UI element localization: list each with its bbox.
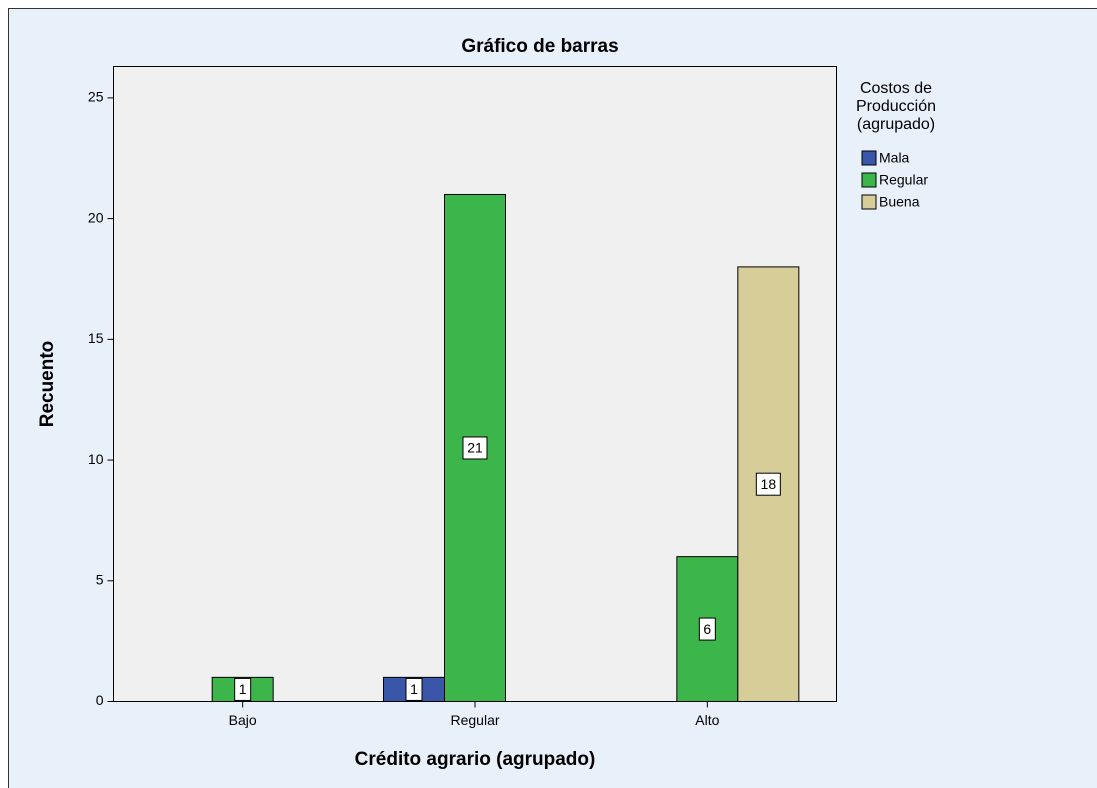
value-label-box (698, 617, 716, 641)
value-label: 1 (239, 681, 247, 697)
y-tick-label: 15 (88, 330, 104, 346)
y-tick-label: 20 (88, 209, 104, 225)
y-tick-label: 5 (96, 571, 104, 587)
value-label: 21 (467, 440, 483, 456)
legend-title: Producción (856, 98, 936, 115)
legend-swatch (861, 150, 877, 166)
legend-label: Buena (879, 194, 920, 210)
legend-label: Regular (879, 172, 928, 188)
legend-label: Mala (879, 150, 910, 166)
y-axis-label: Recuento (37, 341, 58, 428)
value-label-box (462, 436, 488, 460)
value-label: 18 (761, 476, 777, 492)
y-tick-label: 0 (96, 692, 104, 708)
legend-title: Costos de (860, 80, 932, 97)
legend-title: (agrupado) (857, 116, 935, 133)
chart-title: Gráfico de barras (461, 36, 618, 57)
x-tick-label: Bajo (229, 712, 257, 728)
x-tick-label: Regular (450, 712, 499, 728)
value-label: 1 (410, 681, 418, 697)
y-tick-label: 10 (88, 451, 104, 467)
value-label-box (755, 472, 781, 496)
value-label-box (405, 677, 423, 701)
value-label: 6 (703, 621, 711, 637)
x-tick-label: Alto (695, 712, 719, 728)
value-label-box (234, 677, 252, 701)
legend-swatch (861, 172, 877, 188)
x-axis-label: Crédito agrario (agrupado) (355, 749, 596, 770)
legend-swatch (861, 194, 877, 210)
y-tick-label: 25 (88, 89, 104, 105)
